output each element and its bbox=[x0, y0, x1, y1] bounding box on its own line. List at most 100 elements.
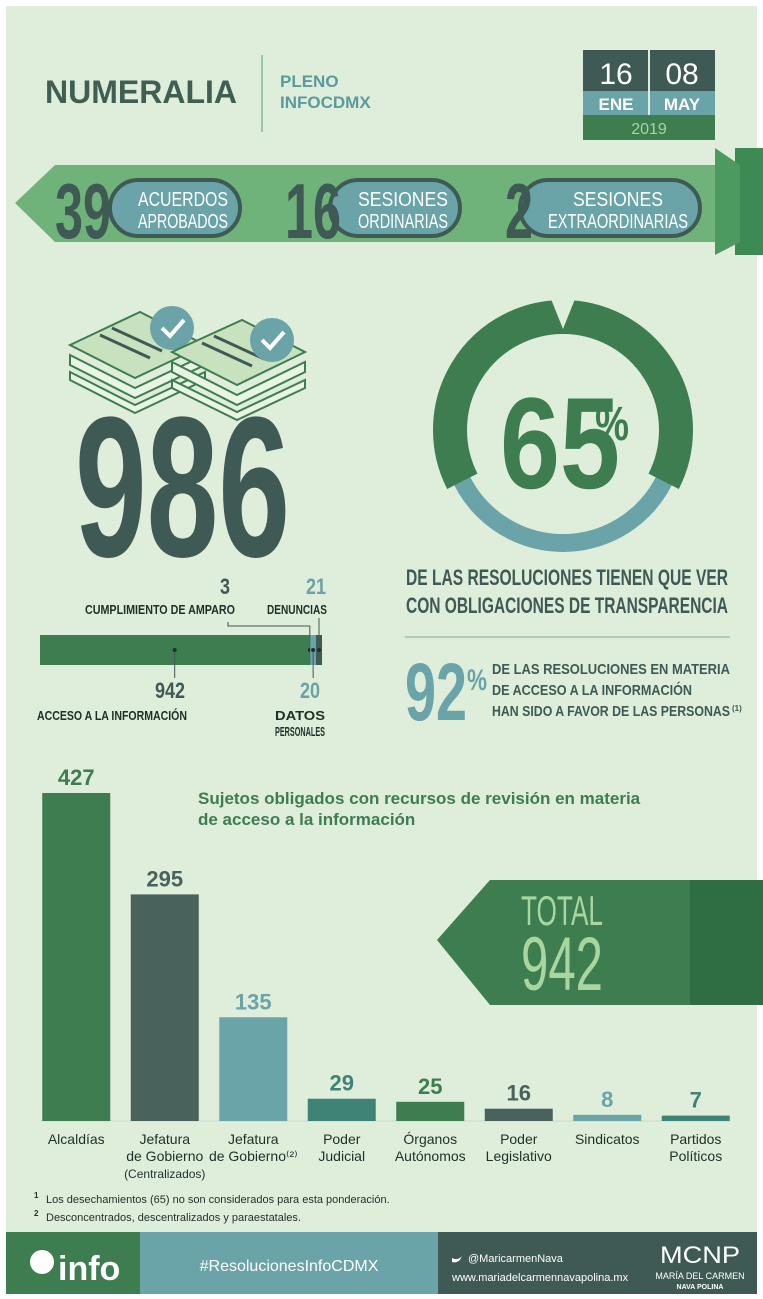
twitter-icon bbox=[452, 1256, 462, 1263]
ring bbox=[433, 299, 693, 552]
summary-label: SESIONES bbox=[573, 189, 663, 211]
bar-value: 25 bbox=[418, 1074, 442, 1099]
summary-value: 2 bbox=[505, 167, 533, 255]
category-label: Autónomos bbox=[395, 1148, 466, 1164]
percent-text: DE LAS RESOLUCIONES TIENEN QUE VER bbox=[406, 565, 728, 590]
resolutions-total: 986 bbox=[75, 376, 290, 599]
date-box bbox=[583, 115, 715, 140]
summary-value: 16 bbox=[285, 167, 341, 255]
bar bbox=[396, 1101, 465, 1121]
chart-title: Sujetos obligados con recursos de revisi… bbox=[198, 789, 641, 808]
category-label: de Gobierno bbox=[126, 1148, 203, 1164]
banner-fold bbox=[715, 148, 740, 255]
footnote-marker: 1 bbox=[34, 1191, 39, 1200]
ring-notch bbox=[551, 299, 575, 329]
category-label: Jefatura bbox=[139, 1131, 190, 1147]
bar-value: 427 bbox=[58, 765, 95, 790]
summary-label: SESIONES bbox=[358, 189, 448, 211]
bar bbox=[573, 1114, 642, 1121]
category-label: Políticos bbox=[669, 1148, 722, 1164]
subtitle: INFOCDMX bbox=[280, 93, 371, 112]
summary-label: ACUERDOS bbox=[138, 189, 228, 211]
category-label: Sindicatos bbox=[575, 1131, 640, 1147]
brand-icon bbox=[30, 1250, 54, 1274]
total-box-end bbox=[690, 880, 763, 1005]
summary-value: 39 bbox=[55, 167, 111, 255]
title: NUMERALIA bbox=[45, 74, 237, 110]
leader-line bbox=[227, 622, 311, 650]
category-label: Poder bbox=[323, 1131, 361, 1147]
logo-surname: NAVA POLINA bbox=[677, 1284, 724, 1291]
bar-value: 7 bbox=[690, 1088, 702, 1113]
category-label: Alcaldías bbox=[48, 1131, 105, 1147]
category-label: Legislativo bbox=[486, 1148, 552, 1164]
breakdown-label: DATOS bbox=[275, 708, 325, 723]
banner-end bbox=[735, 148, 763, 255]
bar-value: 295 bbox=[146, 866, 183, 891]
bar-value: 29 bbox=[330, 1071, 354, 1096]
total-label: TOTAL bbox=[521, 887, 603, 934]
breakdown-value: 942 bbox=[155, 678, 185, 703]
bar bbox=[130, 894, 199, 1121]
bar-value: 135 bbox=[235, 989, 272, 1014]
brand: info bbox=[58, 1250, 120, 1288]
subtitle: PLENO bbox=[280, 72, 339, 91]
bar-value: 16 bbox=[507, 1081, 531, 1106]
bar-chart: Sujetos obligados con recursos de revisi… bbox=[40, 765, 730, 1181]
category-label: Partidos bbox=[670, 1131, 721, 1147]
summary-label: ORDINARIAS bbox=[358, 211, 448, 233]
breakdown-value: 3 bbox=[220, 574, 230, 599]
category-label: de Gobierno⁽²⁾ bbox=[209, 1148, 298, 1164]
leader-dot bbox=[172, 648, 177, 652]
percent-value: 65 bbox=[500, 370, 620, 516]
logo-name: MARÍA DEL CARMEN bbox=[655, 1271, 744, 1281]
footnote: Los desechamientos (65) no son considera… bbox=[46, 1194, 390, 1206]
favor-text: DE LAS RESOLUCIONES EN MATERIA bbox=[492, 661, 730, 678]
favor-note: (1) bbox=[732, 704, 742, 713]
percent-unit: % bbox=[595, 398, 629, 451]
bar-value: 8 bbox=[601, 1087, 613, 1112]
date-day: 16 bbox=[599, 58, 632, 91]
date-month: MAY bbox=[664, 95, 701, 114]
summary-pill bbox=[108, 178, 242, 238]
bar bbox=[307, 1098, 376, 1121]
footer-contact-box bbox=[438, 1232, 757, 1294]
breakdown-value: 20 bbox=[300, 678, 320, 703]
document-icon bbox=[169, 318, 308, 422]
hashtag: #ResolucionesInfoCDMX bbox=[200, 1258, 379, 1275]
breakdown-label: CUMPLIMIENTO DE AMPARO bbox=[85, 602, 235, 617]
category-label: Poder bbox=[500, 1131, 538, 1147]
summary-label: APROBADOS bbox=[138, 211, 228, 233]
breakdown-label: DENUNCIAS bbox=[267, 602, 327, 617]
footnotes: 1 Los desechamientos (65) no son consider… bbox=[34, 1191, 390, 1224]
breakdown-label: ACCESO A LA INFORMACIÓN bbox=[37, 708, 187, 723]
footer-brand bbox=[6, 1232, 140, 1294]
category-label: (Centralizados) bbox=[124, 1167, 205, 1181]
summary-pill bbox=[518, 178, 702, 238]
category-label: Órganos bbox=[403, 1131, 457, 1147]
favor-text: HAN SIDO A FAVOR DE LAS PERSONAS bbox=[492, 703, 730, 720]
total-value: 942 bbox=[521, 922, 603, 1007]
category-label: Judicial bbox=[318, 1148, 365, 1164]
footer-hashtag-box bbox=[140, 1232, 438, 1294]
category-label: Jefatura bbox=[228, 1131, 279, 1147]
favor-value: 92 bbox=[405, 647, 467, 738]
date-month: ENE bbox=[599, 95, 634, 114]
summary-label: EXTRAORDINARIAS bbox=[548, 211, 688, 233]
twitter: @MaricarmenNava bbox=[468, 1253, 564, 1265]
bar bbox=[42, 793, 111, 1121]
logo: MCNP bbox=[660, 1242, 740, 1269]
breakdown-label: PERSONALES bbox=[275, 724, 325, 739]
footnote-marker: 2 bbox=[34, 1209, 39, 1218]
date-year: 2019 bbox=[631, 121, 667, 138]
percent-text: CON OBLIGACIONES DE TRANSPARENCIA bbox=[406, 593, 728, 618]
breakdown-value: 21 bbox=[306, 574, 326, 599]
bar bbox=[219, 1017, 288, 1121]
summary-pill bbox=[328, 178, 462, 238]
favor-text: DE ACCESO A LA INFORMACIÓN bbox=[492, 681, 692, 699]
leader-dot bbox=[311, 648, 316, 652]
bar bbox=[661, 1115, 730, 1121]
